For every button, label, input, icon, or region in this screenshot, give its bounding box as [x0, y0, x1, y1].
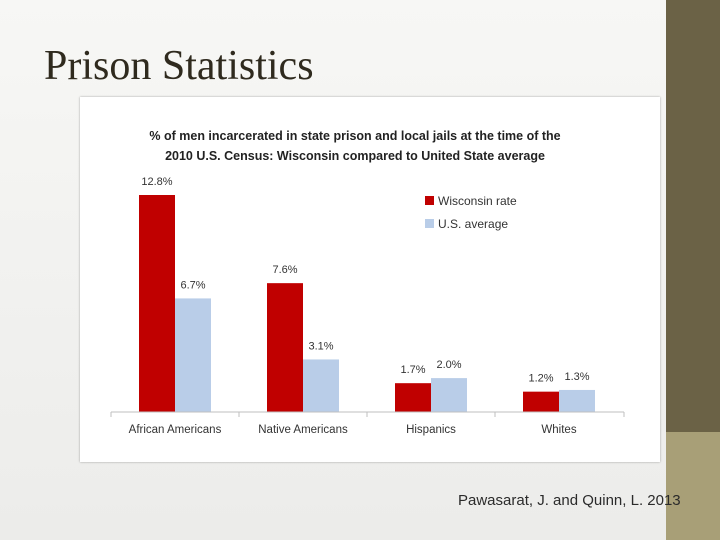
chart-title-line-2: 2010 U.S. Census: Wisconsin compared to …: [165, 149, 545, 163]
legend-label-us: U.S. average: [438, 217, 508, 231]
data-label-u-s-average-hispanics: 2.0%: [436, 359, 461, 371]
bar-labels-group: 12.8% 6.7% 7.6% 3.1% 1.7% 2.0% 1.2% 1.3%: [141, 176, 589, 385]
sidebar-accent-light: [666, 432, 720, 540]
bar-chart: % of men incarcerated in state prison an…: [110, 129, 625, 436]
data-label-wisconsin-rate-african-americans: 12.8%: [141, 176, 172, 188]
category-label-whites: Whites: [541, 424, 576, 436]
category-label-native-americans: Native Americans: [258, 424, 348, 436]
chart-frame: % of men incarcerated in state prison an…: [80, 97, 660, 462]
bar-u-s-average-hispanics: [431, 378, 467, 412]
legend-swatch-wisconsin: [425, 196, 434, 205]
data-label-u-s-average-african-americans: 6.7%: [180, 279, 205, 291]
bar-wisconsin-rate-whites: [523, 391, 559, 412]
data-label-u-s-average-native-americans: 3.1%: [308, 340, 333, 352]
data-label-wisconsin-rate-whites: 1.2%: [528, 373, 553, 385]
data-label-wisconsin-rate-native-americans: 7.6%: [272, 264, 297, 276]
legend-label-wisconsin: Wisconsin rate: [438, 194, 517, 208]
bars-group: [139, 195, 595, 412]
x-axis-ticks: [110, 412, 625, 417]
sidebar-accent-dark: [666, 0, 720, 432]
citation: Pawasarat, J. and Quinn, L. 2013: [458, 492, 681, 509]
bar-u-s-average-native-americans: [303, 359, 339, 412]
data-label-u-s-average-whites: 1.3%: [564, 371, 589, 383]
data-label-wisconsin-rate-hispanics: 1.7%: [400, 364, 425, 376]
bar-u-s-average-whites: [559, 389, 595, 412]
chart-title-line-1: % of men incarcerated in state prison an…: [149, 129, 560, 143]
bar-wisconsin-rate-native-americans: [267, 283, 303, 412]
bar-u-s-average-african-americans: [175, 298, 211, 412]
legend-swatch-us: [425, 219, 434, 228]
category-label-african-americans: African Americans: [129, 424, 222, 436]
bar-wisconsin-rate-hispanics: [395, 383, 431, 412]
bar-wisconsin-rate-african-americans: [139, 195, 175, 412]
legend: Wisconsin rate U.S. average: [425, 194, 517, 231]
x-axis-labels: African Americans Native Americans Hispani…: [129, 424, 577, 436]
slide-title: Prison Statistics: [44, 43, 314, 89]
category-label-hispanics: Hispanics: [406, 424, 456, 436]
